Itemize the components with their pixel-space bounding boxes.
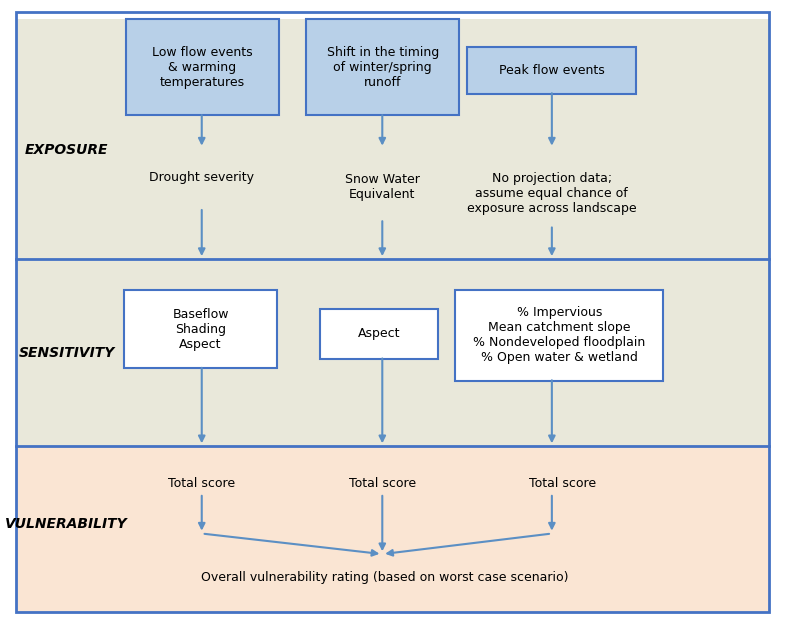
Text: Aspect: Aspect bbox=[358, 328, 400, 340]
Bar bbox=[16, 19, 769, 259]
Text: VULNERABILITY: VULNERABILITY bbox=[5, 517, 128, 531]
Bar bbox=[16, 259, 769, 446]
FancyBboxPatch shape bbox=[320, 309, 438, 359]
FancyBboxPatch shape bbox=[467, 47, 636, 94]
FancyBboxPatch shape bbox=[126, 19, 279, 115]
FancyBboxPatch shape bbox=[306, 19, 459, 115]
Text: Snow Water
Equivalent: Snow Water Equivalent bbox=[345, 173, 420, 201]
Text: Total score: Total score bbox=[349, 477, 416, 490]
Text: Drought severity: Drought severity bbox=[149, 172, 254, 184]
Text: EXPOSURE: EXPOSURE bbox=[25, 143, 108, 157]
Text: Peak flow events: Peak flow events bbox=[498, 64, 604, 77]
Text: Overall vulnerability rating (based on worst case scenario): Overall vulnerability rating (based on w… bbox=[201, 571, 568, 583]
FancyBboxPatch shape bbox=[455, 290, 663, 381]
Bar bbox=[16, 446, 769, 612]
Text: Shift in the timing
of winter/spring
runoff: Shift in the timing of winter/spring run… bbox=[327, 46, 439, 89]
Text: No projection data;
assume equal chance of
exposure across landscape: No projection data; assume equal chance … bbox=[467, 172, 637, 215]
Text: Baseflow
Shading
Aspect: Baseflow Shading Aspect bbox=[173, 308, 228, 351]
Text: Total score: Total score bbox=[529, 477, 597, 490]
Text: Total score: Total score bbox=[168, 477, 236, 490]
Text: % Impervious
Mean catchment slope
% Nondeveloped floodplain
% Open water & wetla: % Impervious Mean catchment slope % Nond… bbox=[473, 306, 645, 364]
Text: SENSITIVITY: SENSITIVITY bbox=[19, 346, 115, 359]
FancyBboxPatch shape bbox=[124, 290, 277, 368]
Text: Low flow events
& warming
temperatures: Low flow events & warming temperatures bbox=[152, 46, 253, 89]
